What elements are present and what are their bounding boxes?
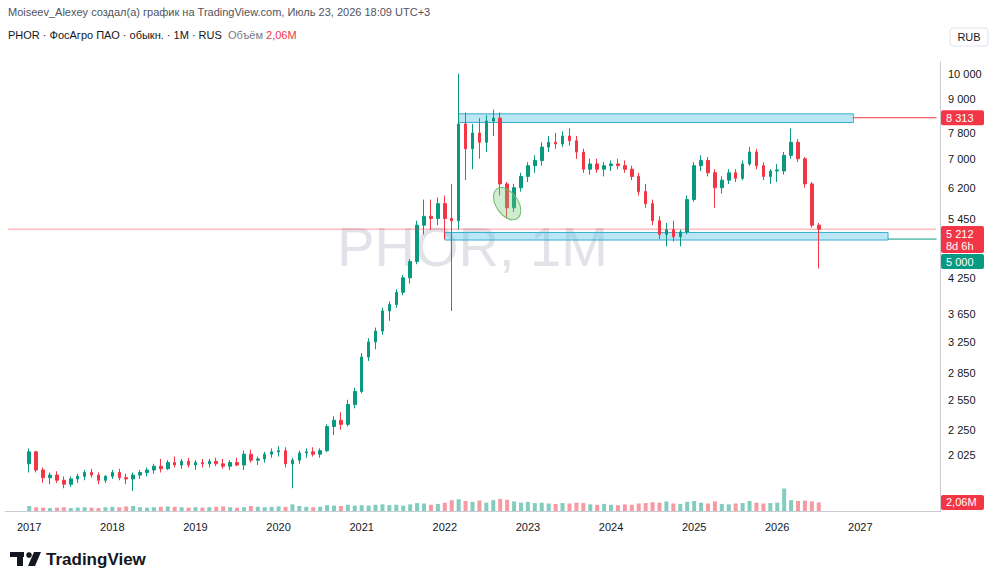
- svg-text:5 000: 5 000: [946, 256, 974, 268]
- svg-text:2019: 2019: [183, 521, 207, 533]
- svg-text:Moiseev_Alexey создал(а) графи: Moiseev_Alexey создал(а) график на Tradi…: [8, 6, 430, 18]
- svg-text:2,06M: 2,06M: [946, 496, 977, 508]
- svg-text:2025: 2025: [682, 521, 706, 533]
- svg-text:5 212: 5 212: [946, 228, 974, 240]
- svg-text:6 200: 6 200: [948, 182, 976, 194]
- svg-text:2024: 2024: [599, 521, 623, 533]
- svg-text:5 450: 5 450: [948, 213, 976, 225]
- svg-text:PHOR, 1M: PHOR, 1M: [337, 215, 608, 278]
- svg-text:2 250: 2 250: [948, 424, 976, 436]
- svg-text:2 025: 2 025: [948, 449, 976, 461]
- svg-text:3 650: 3 650: [948, 308, 976, 320]
- svg-text:TradingView: TradingView: [46, 550, 147, 569]
- svg-text:9 000: 9 000: [948, 93, 976, 105]
- svg-text:2018: 2018: [100, 521, 124, 533]
- svg-text:10 000: 10 000: [948, 68, 982, 80]
- svg-text:2,06M: 2,06M: [266, 29, 297, 41]
- svg-text:8 313: 8 313: [946, 112, 974, 124]
- svg-text:2022: 2022: [433, 521, 457, 533]
- svg-text:2020: 2020: [266, 521, 290, 533]
- svg-text:2023: 2023: [516, 521, 540, 533]
- svg-text:2 550: 2 550: [948, 394, 976, 406]
- svg-text:2027: 2027: [848, 521, 872, 533]
- svg-text:2 850: 2 850: [948, 367, 976, 379]
- svg-text:7 800: 7 800: [948, 127, 976, 139]
- svg-text:8d 6h: 8d 6h: [946, 240, 974, 252]
- svg-text:4 250: 4 250: [948, 272, 976, 284]
- svg-text:3 250: 3 250: [948, 336, 976, 348]
- svg-text:7 000: 7 000: [948, 153, 976, 165]
- svg-text:2026: 2026: [765, 521, 789, 533]
- svg-text:Объём: Объём: [228, 29, 263, 41]
- svg-text:2021: 2021: [349, 521, 373, 533]
- svg-text:2017: 2017: [17, 521, 41, 533]
- svg-text:PHOR · ФосАгро ПАО · обыкн. ·: PHOR · ФосАгро ПАО · обыкн. · 1M · RUS: [8, 29, 222, 41]
- svg-text:RUB: RUB: [957, 31, 980, 43]
